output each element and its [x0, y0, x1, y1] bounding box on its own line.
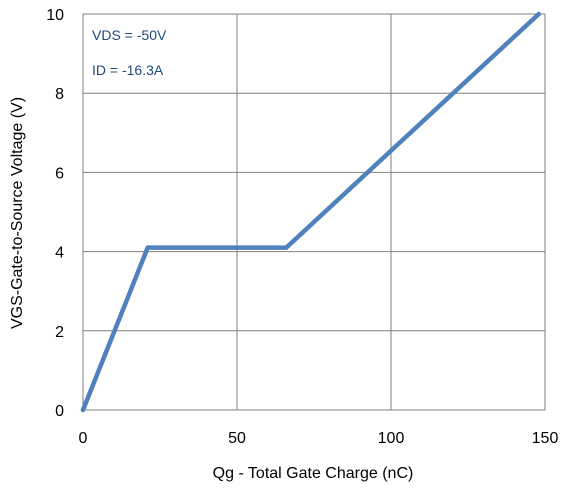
y-tick-label: 4 [55, 245, 64, 262]
series-line [80, 11, 542, 413]
y-tick-label: 0 [55, 403, 64, 420]
x-tick-label: 0 [79, 430, 88, 447]
x-axis-title: Qg - Total Gate Charge (nC) [213, 465, 414, 482]
annotation-text: ID = -16.3A [92, 62, 164, 78]
x-tick-label: 50 [228, 430, 246, 447]
series-layer [80, 11, 542, 413]
y-axis-ticks: 0 2 4 6 8 10 [46, 7, 64, 420]
chart-grid [82, 13, 546, 411]
y-tick-label: 8 [55, 86, 64, 103]
y-tick-label: 2 [55, 324, 64, 341]
y-axis-title: VGS-Gate-to-Source Voltage (V) [9, 97, 26, 329]
x-tick-label: 100 [378, 430, 405, 447]
annotations: VDS = -50V ID = -16.3A [92, 27, 167, 78]
y-tick-label: 10 [46, 7, 64, 24]
x-tick-label: 150 [532, 430, 559, 447]
y-tick-label: 6 [55, 165, 64, 182]
x-axis-ticks: 0 50 100 150 [79, 430, 559, 447]
annotation-text: VDS = -50V [92, 27, 167, 43]
